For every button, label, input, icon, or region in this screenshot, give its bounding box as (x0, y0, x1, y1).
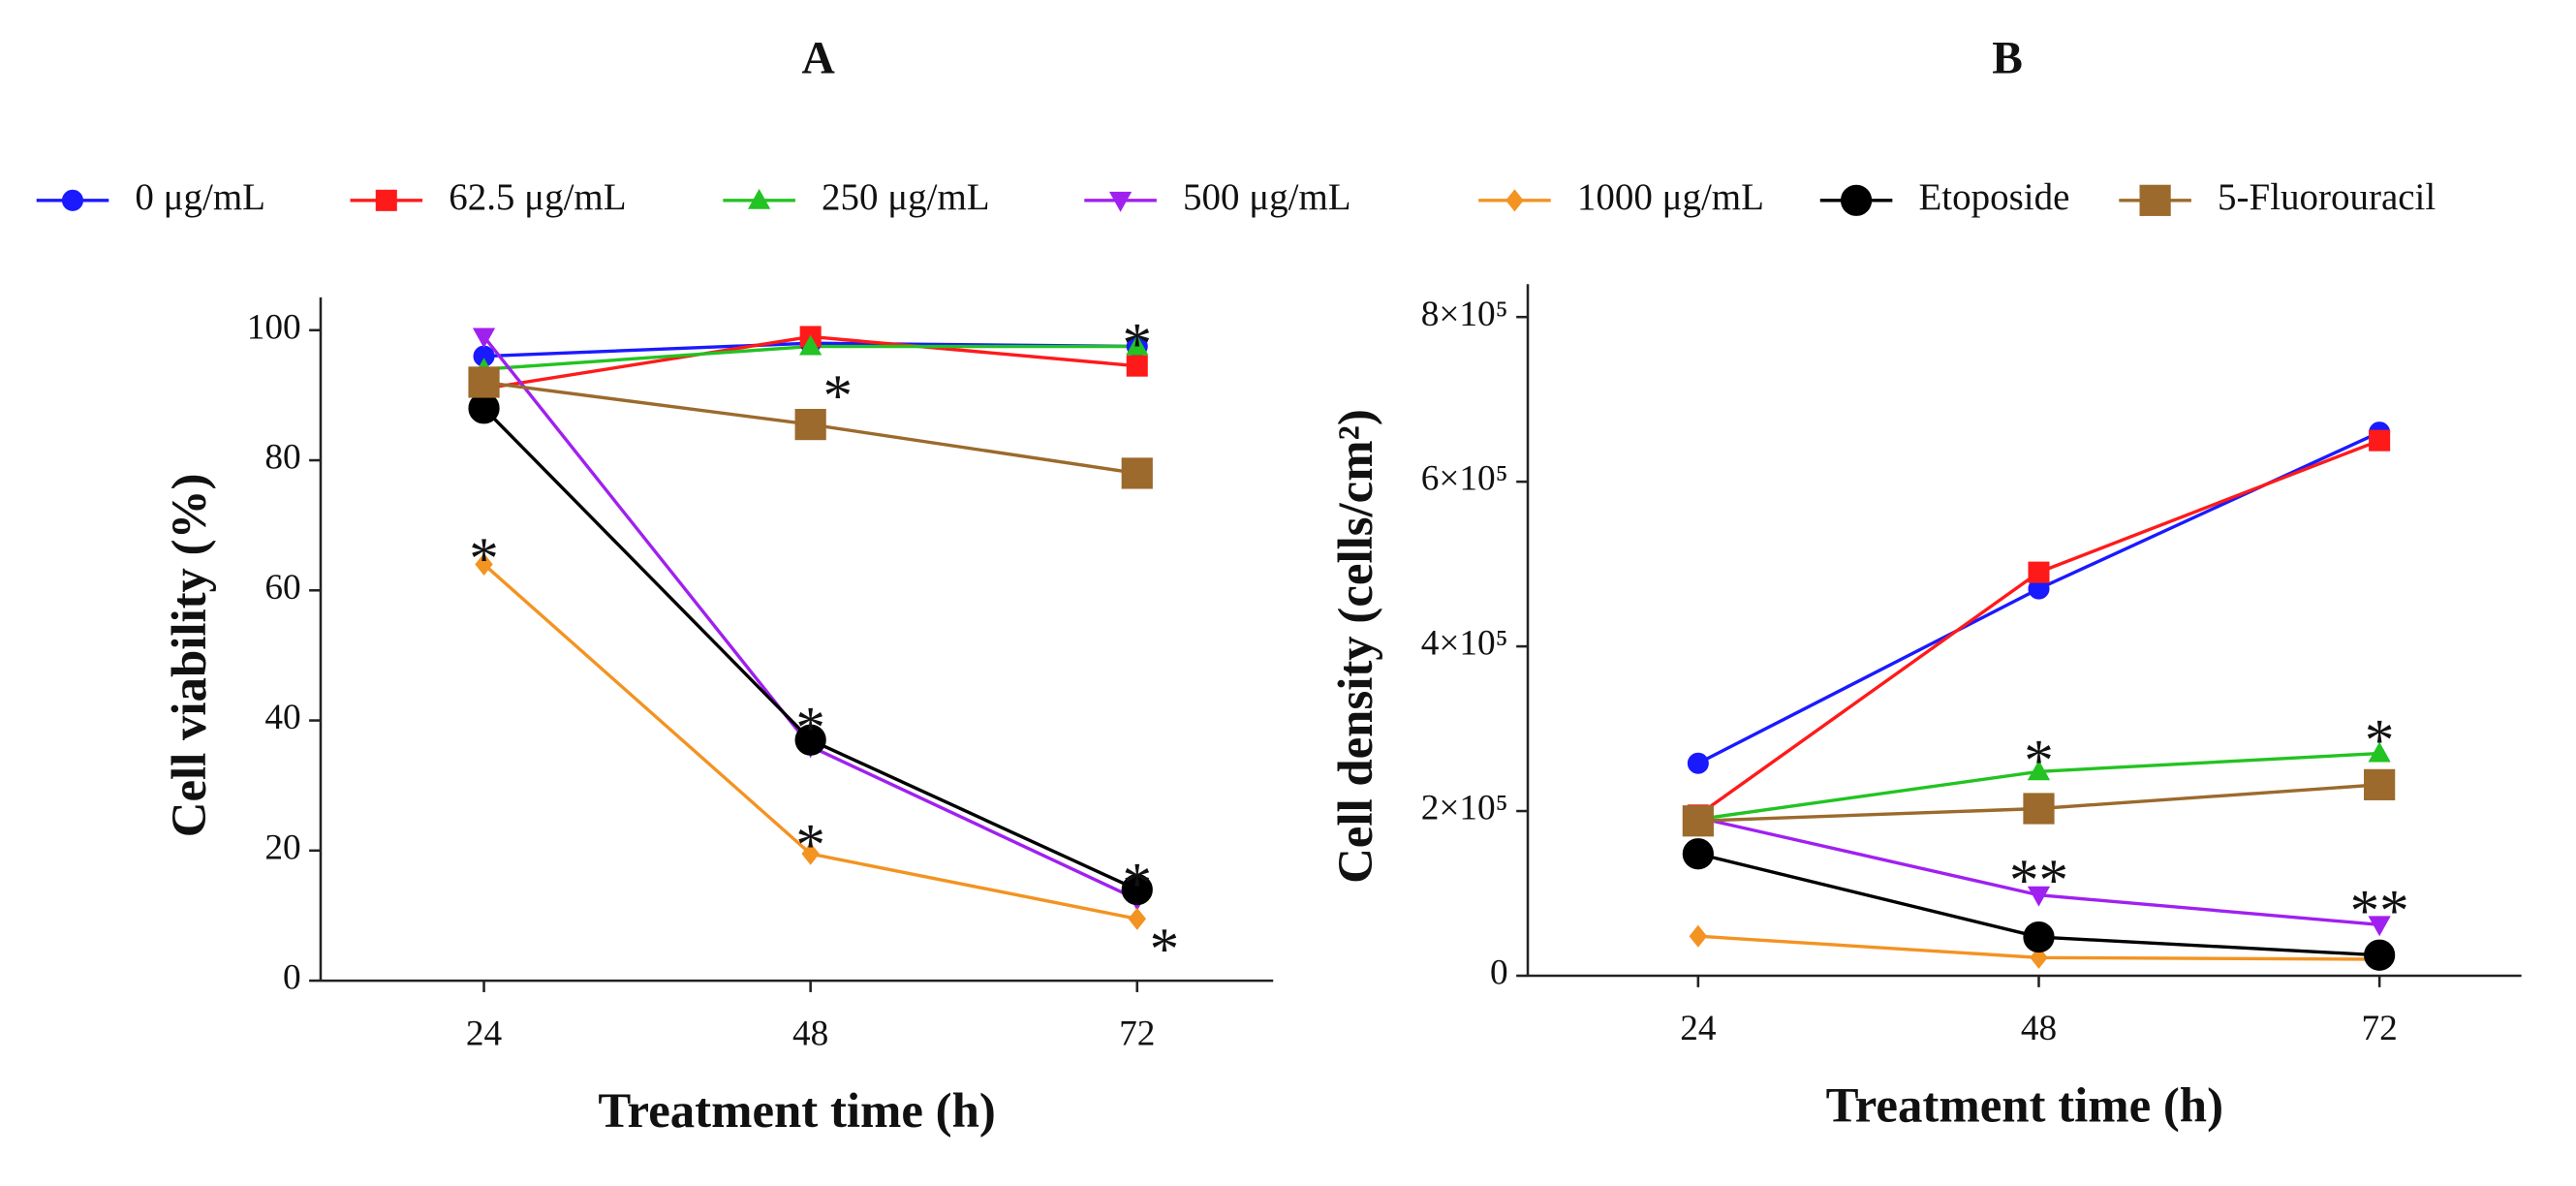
marker (748, 188, 771, 209)
x-axis-label: Treatment time (h) (598, 1083, 995, 1138)
x-tick-label: 72 (1119, 1014, 1155, 1053)
marker (2023, 921, 2055, 953)
annotation: * (469, 527, 499, 592)
y-tick-label: 60 (264, 568, 300, 608)
marker (1505, 189, 1524, 212)
annotation: ** (2009, 848, 2068, 913)
marker (2368, 916, 2391, 937)
annotation: * (1150, 917, 1180, 982)
x-tick-label: 48 (792, 1014, 828, 1053)
marker (2139, 184, 2171, 216)
y-tick-label: 4×10⁵ (1421, 624, 1508, 664)
chart-title: A (802, 33, 835, 83)
marker (1682, 838, 1714, 870)
annotation: * (795, 813, 825, 878)
marker (1108, 191, 1133, 212)
marker (2028, 561, 2050, 583)
annotation: ** (2350, 879, 2409, 944)
y-tick-label: 80 (264, 438, 300, 478)
marker (2027, 760, 2051, 781)
annotation: * (2024, 729, 2054, 794)
x-tick-label: 72 (2362, 1009, 2398, 1048)
marker (475, 552, 493, 576)
legend-label: 62.5 μg/mL (449, 176, 626, 218)
marker (1128, 907, 1146, 930)
marker (61, 189, 84, 211)
marker (468, 392, 500, 424)
marker (1121, 873, 1153, 906)
marker (472, 328, 496, 349)
marker (468, 366, 500, 398)
marker (794, 724, 826, 756)
y-axis-label: Cell viability (%) (162, 474, 216, 838)
marker (375, 189, 397, 211)
marker (1687, 752, 1709, 774)
annotation: * (2365, 708, 2395, 773)
marker (2023, 793, 2055, 825)
legend-label: 5-Fluorouracil (2218, 176, 2436, 218)
marker (1840, 184, 1873, 216)
y-tick-label: 40 (264, 698, 300, 737)
annotation: * (1123, 312, 1153, 377)
marker (801, 842, 820, 865)
x-axis-label: Treatment time (h) (1826, 1078, 2223, 1133)
legend-label: 1000 μg/mL (1577, 176, 1764, 218)
y-tick-label: 100 (247, 307, 301, 347)
x-tick-label: 24 (466, 1014, 503, 1053)
marker (2364, 939, 2396, 971)
y-tick-label: 0 (283, 958, 301, 998)
legend-label: Etoposide (1918, 176, 2069, 218)
legend: 0 μg/mL 62.5 μg/mL 250 μg/mL 500 μg/mL 1000 … (36, 176, 2436, 218)
y-tick-label: 8×10⁵ (1421, 295, 1508, 334)
x-tick-label: 48 (2021, 1009, 2057, 1048)
legend-label: 250 μg/mL (822, 176, 990, 218)
marker (2027, 886, 2051, 907)
marker (799, 334, 822, 356)
annotation: * (1123, 852, 1153, 917)
chart-title: B (1992, 33, 2023, 83)
marker (1689, 924, 1708, 948)
annotation: * (822, 364, 853, 429)
marker (1682, 805, 1714, 837)
marker (794, 408, 826, 441)
y-tick-label: 2×10⁵ (1421, 789, 1508, 828)
marker (1126, 334, 1149, 356)
y-tick-label: 6×10⁵ (1421, 459, 1508, 499)
legend-label: 500 μg/mL (1183, 176, 1351, 218)
marker (2369, 429, 2391, 452)
legend-label: 0 μg/mL (135, 176, 265, 218)
marker (2368, 741, 2391, 763)
marker (2364, 768, 2396, 800)
annotation: * (795, 696, 825, 761)
y-tick-label: 20 (264, 827, 300, 867)
marker (1126, 355, 1148, 377)
x-tick-label: 24 (1680, 1009, 1717, 1048)
marker (2030, 946, 2048, 969)
y-axis-label: Cell density (cells/cm²) (1328, 409, 1382, 884)
y-tick-label: 0 (1490, 953, 1508, 993)
marker (1121, 457, 1153, 489)
